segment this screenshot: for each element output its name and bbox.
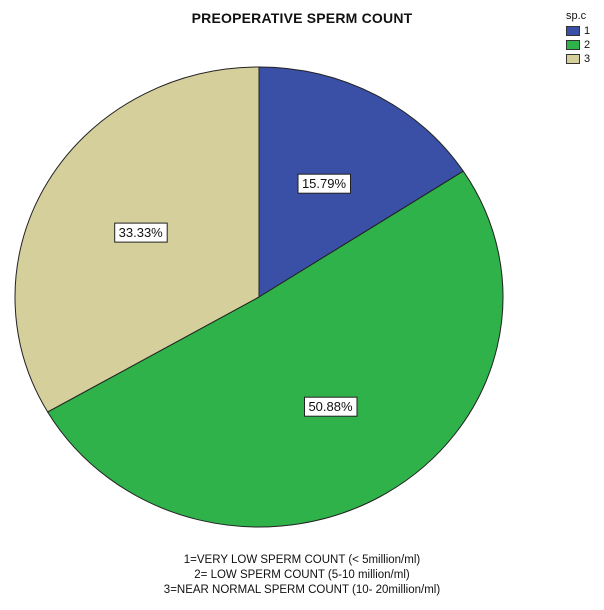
legend-item-3: 3 (566, 52, 590, 66)
legend-item-1: 1 (566, 24, 590, 38)
legend: sp.c 1 2 3 (566, 10, 590, 66)
slice-label-box-1 (297, 173, 351, 194)
slice-label-text-1: 15.79% (302, 176, 347, 191)
slice-label-2: 50.88% (304, 396, 358, 417)
note-2: 2= LOW SPERM COUNT (5-10 million/ml) (194, 569, 410, 581)
legend-title: sp.c (566, 10, 587, 22)
pie-slice-2 (46, 170, 504, 528)
slice-label-3: 33.33% (114, 222, 168, 243)
slice-label-1: 15.79% (297, 173, 351, 194)
legend-label-2: 2 (584, 38, 591, 51)
legend-label-3: 3 (584, 52, 591, 65)
pie-chart: 15.79% 50.88% 33.33% (14, 66, 504, 528)
legend-swatch-3 (566, 54, 580, 64)
slice-label-text-2: 50.88% (308, 399, 353, 414)
legend-swatch-1 (566, 26, 580, 36)
category-notes: 1=VERY LOW SPERM COUNT (< 5million/ml) 2… (0, 553, 604, 598)
note-3: 3=NEAR NORMAL SPERM COUNT (10- 20million… (163, 584, 441, 596)
slice-label-box-2 (304, 396, 358, 417)
pie-slice-1 (258, 66, 464, 298)
legend-label-1: 1 (584, 24, 591, 37)
slice-label-box-3 (114, 222, 168, 243)
legend-item-2: 2 (566, 38, 590, 52)
note-1: 1=VERY LOW SPERM COUNT (< 5million/ml) (183, 554, 421, 566)
chart-title: PREOPERATIVE SPERM COUNT (191, 10, 413, 26)
slice-label-text-3: 33.33% (119, 225, 164, 240)
legend-swatch-2 (566, 40, 580, 50)
